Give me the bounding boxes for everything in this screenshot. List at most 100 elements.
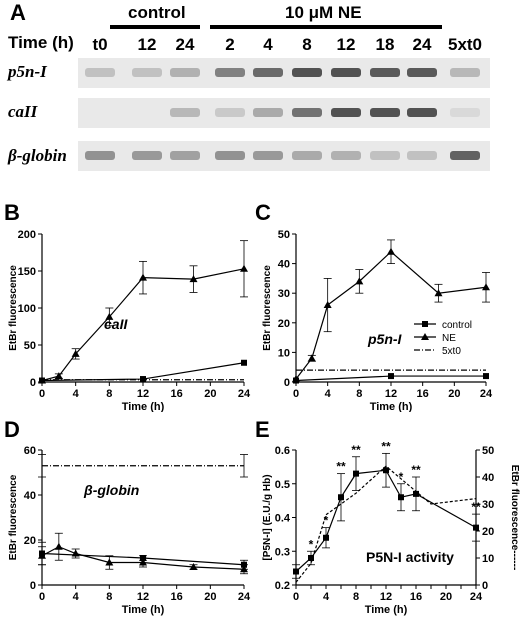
x-tick-label: 16 (171, 388, 183, 400)
gel-band (407, 108, 437, 117)
gel-band (292, 151, 322, 160)
x-axis-label: Time (h) (370, 401, 413, 412)
significance-mark: ** (411, 463, 421, 477)
series-ne (38, 532, 248, 575)
chart-d: 0 4 8 12 16 20 24 0 20 40 60 Time (h) EtBr fluoresce… (8, 445, 251, 616)
gel-band (450, 108, 480, 117)
y-axis-label: [P5N-I] (E.U./g Hb) (262, 474, 273, 560)
chart-annotation: p5n-I (367, 331, 403, 347)
x-tick-label: 20 (440, 591, 452, 603)
lane-label: 8 (302, 35, 312, 54)
gel-row-caii (78, 98, 490, 128)
series-line (295, 250, 487, 380)
gel-band (170, 68, 200, 77)
significance-mark: * (324, 514, 329, 528)
y2-tick-label: 50 (482, 445, 494, 457)
x-tick-label: 0 (293, 388, 299, 400)
series-p5n-i-activity: ****** *** **** (292, 440, 481, 579)
data-point (54, 542, 63, 550)
gene-label-caii: caII (8, 102, 38, 121)
data-point (422, 321, 428, 327)
gel-band (331, 151, 361, 160)
x-tick-label: 20 (204, 591, 216, 603)
x-tick-label: 24 (238, 388, 251, 400)
gene-label-globin: β-globin (8, 146, 67, 165)
x-tick-label: 8 (356, 388, 362, 400)
panel-d-letter: D (4, 417, 20, 442)
data-point (387, 247, 395, 255)
x-tick-label: 4 (73, 591, 80, 603)
gel-band (85, 68, 115, 77)
y-axis-label: EtBr fluorescence (262, 265, 273, 351)
x-tick-label: 20 (204, 388, 216, 400)
y-axis-label: EtBr fluorescence (8, 265, 19, 351)
data-point (105, 558, 114, 566)
panel-c-letter: C (255, 200, 271, 225)
gel-band (450, 68, 480, 77)
y-tick-label: 150 (18, 266, 36, 278)
data-point (241, 359, 247, 366)
data-point (308, 555, 314, 561)
y-tick-label: 0.3 (275, 546, 290, 558)
series-etbr-fluorescence (295, 465, 477, 583)
data-point (323, 301, 332, 309)
x-tick-label: 24 (480, 388, 493, 400)
x-tick-label: 8 (353, 591, 359, 603)
y-axis-label: EtBr fluorescence (8, 474, 19, 560)
time-row-label: Time (h) (8, 33, 74, 52)
lane-label: 24 (175, 35, 195, 54)
control-group-label: control (128, 3, 186, 22)
lane-label: 24 (412, 35, 432, 54)
y-tick-label: 50 (24, 340, 36, 352)
y-tick-label: 0 (30, 580, 36, 592)
gel-band (292, 108, 322, 117)
significance-mark: ** (381, 440, 391, 453)
y-tick-label: 60 (24, 445, 36, 457)
y-tick-label: 200 (18, 229, 36, 241)
chart-e: 0 4 8 12 16 20 24 0.2 0.3 0.4 0.5 0.6 0 10 20 30 40 50 Tim… (262, 440, 520, 616)
data-point (307, 354, 316, 362)
lane-label: t0 (92, 35, 108, 54)
x-tick-label: 4 (323, 591, 330, 603)
chart-annotation: β-globin (83, 482, 139, 498)
significance-mark: ** (471, 500, 481, 514)
gel-band (132, 151, 162, 160)
data-point (383, 467, 389, 474)
y2-tick-label: 30 (482, 499, 494, 511)
chart-c: 0 4 8 12 16 20 24 0 10 20 30 40 50 Time (h) EtBr fluor… (262, 229, 493, 412)
x-tick-label: 24 (470, 591, 483, 603)
y-tick-label: 10 (278, 347, 290, 359)
data-point (71, 349, 80, 357)
y-tick-label: 20 (24, 535, 36, 547)
data-point (140, 555, 146, 561)
x-tick-label: 4 (325, 388, 332, 400)
data-point (434, 289, 443, 297)
legend-label: control (442, 320, 472, 331)
series-ne (292, 239, 490, 383)
x-axis-label: Time (h) (122, 604, 165, 616)
gel-band (370, 151, 400, 160)
gel-bands-globin (85, 151, 480, 160)
x-tick-label: 16 (417, 388, 429, 400)
y-tick-label: 0 (30, 377, 36, 389)
data-point (388, 373, 394, 380)
y-tick-label: 50 (278, 229, 290, 241)
y-tick-label: 0.4 (275, 513, 291, 525)
legend-label: NE (442, 333, 456, 344)
gel-band (170, 151, 200, 160)
x-tick-label: 0 (39, 591, 45, 603)
data-point (240, 264, 248, 272)
y2-tick-label: 10 (482, 553, 494, 565)
data-point (473, 524, 479, 531)
data-point (293, 568, 299, 575)
y-tick-label: 40 (278, 259, 290, 271)
data-point (105, 312, 114, 320)
lane-label: 12 (137, 35, 157, 54)
gel-band (132, 68, 162, 77)
control-group-bar (110, 25, 200, 29)
gel-row-p5n (78, 58, 490, 88)
x-tick-label: 12 (380, 591, 392, 603)
x-axis-label: Time (h) (365, 604, 408, 616)
chart-annotation: caII (104, 316, 128, 332)
data-point (39, 550, 45, 557)
